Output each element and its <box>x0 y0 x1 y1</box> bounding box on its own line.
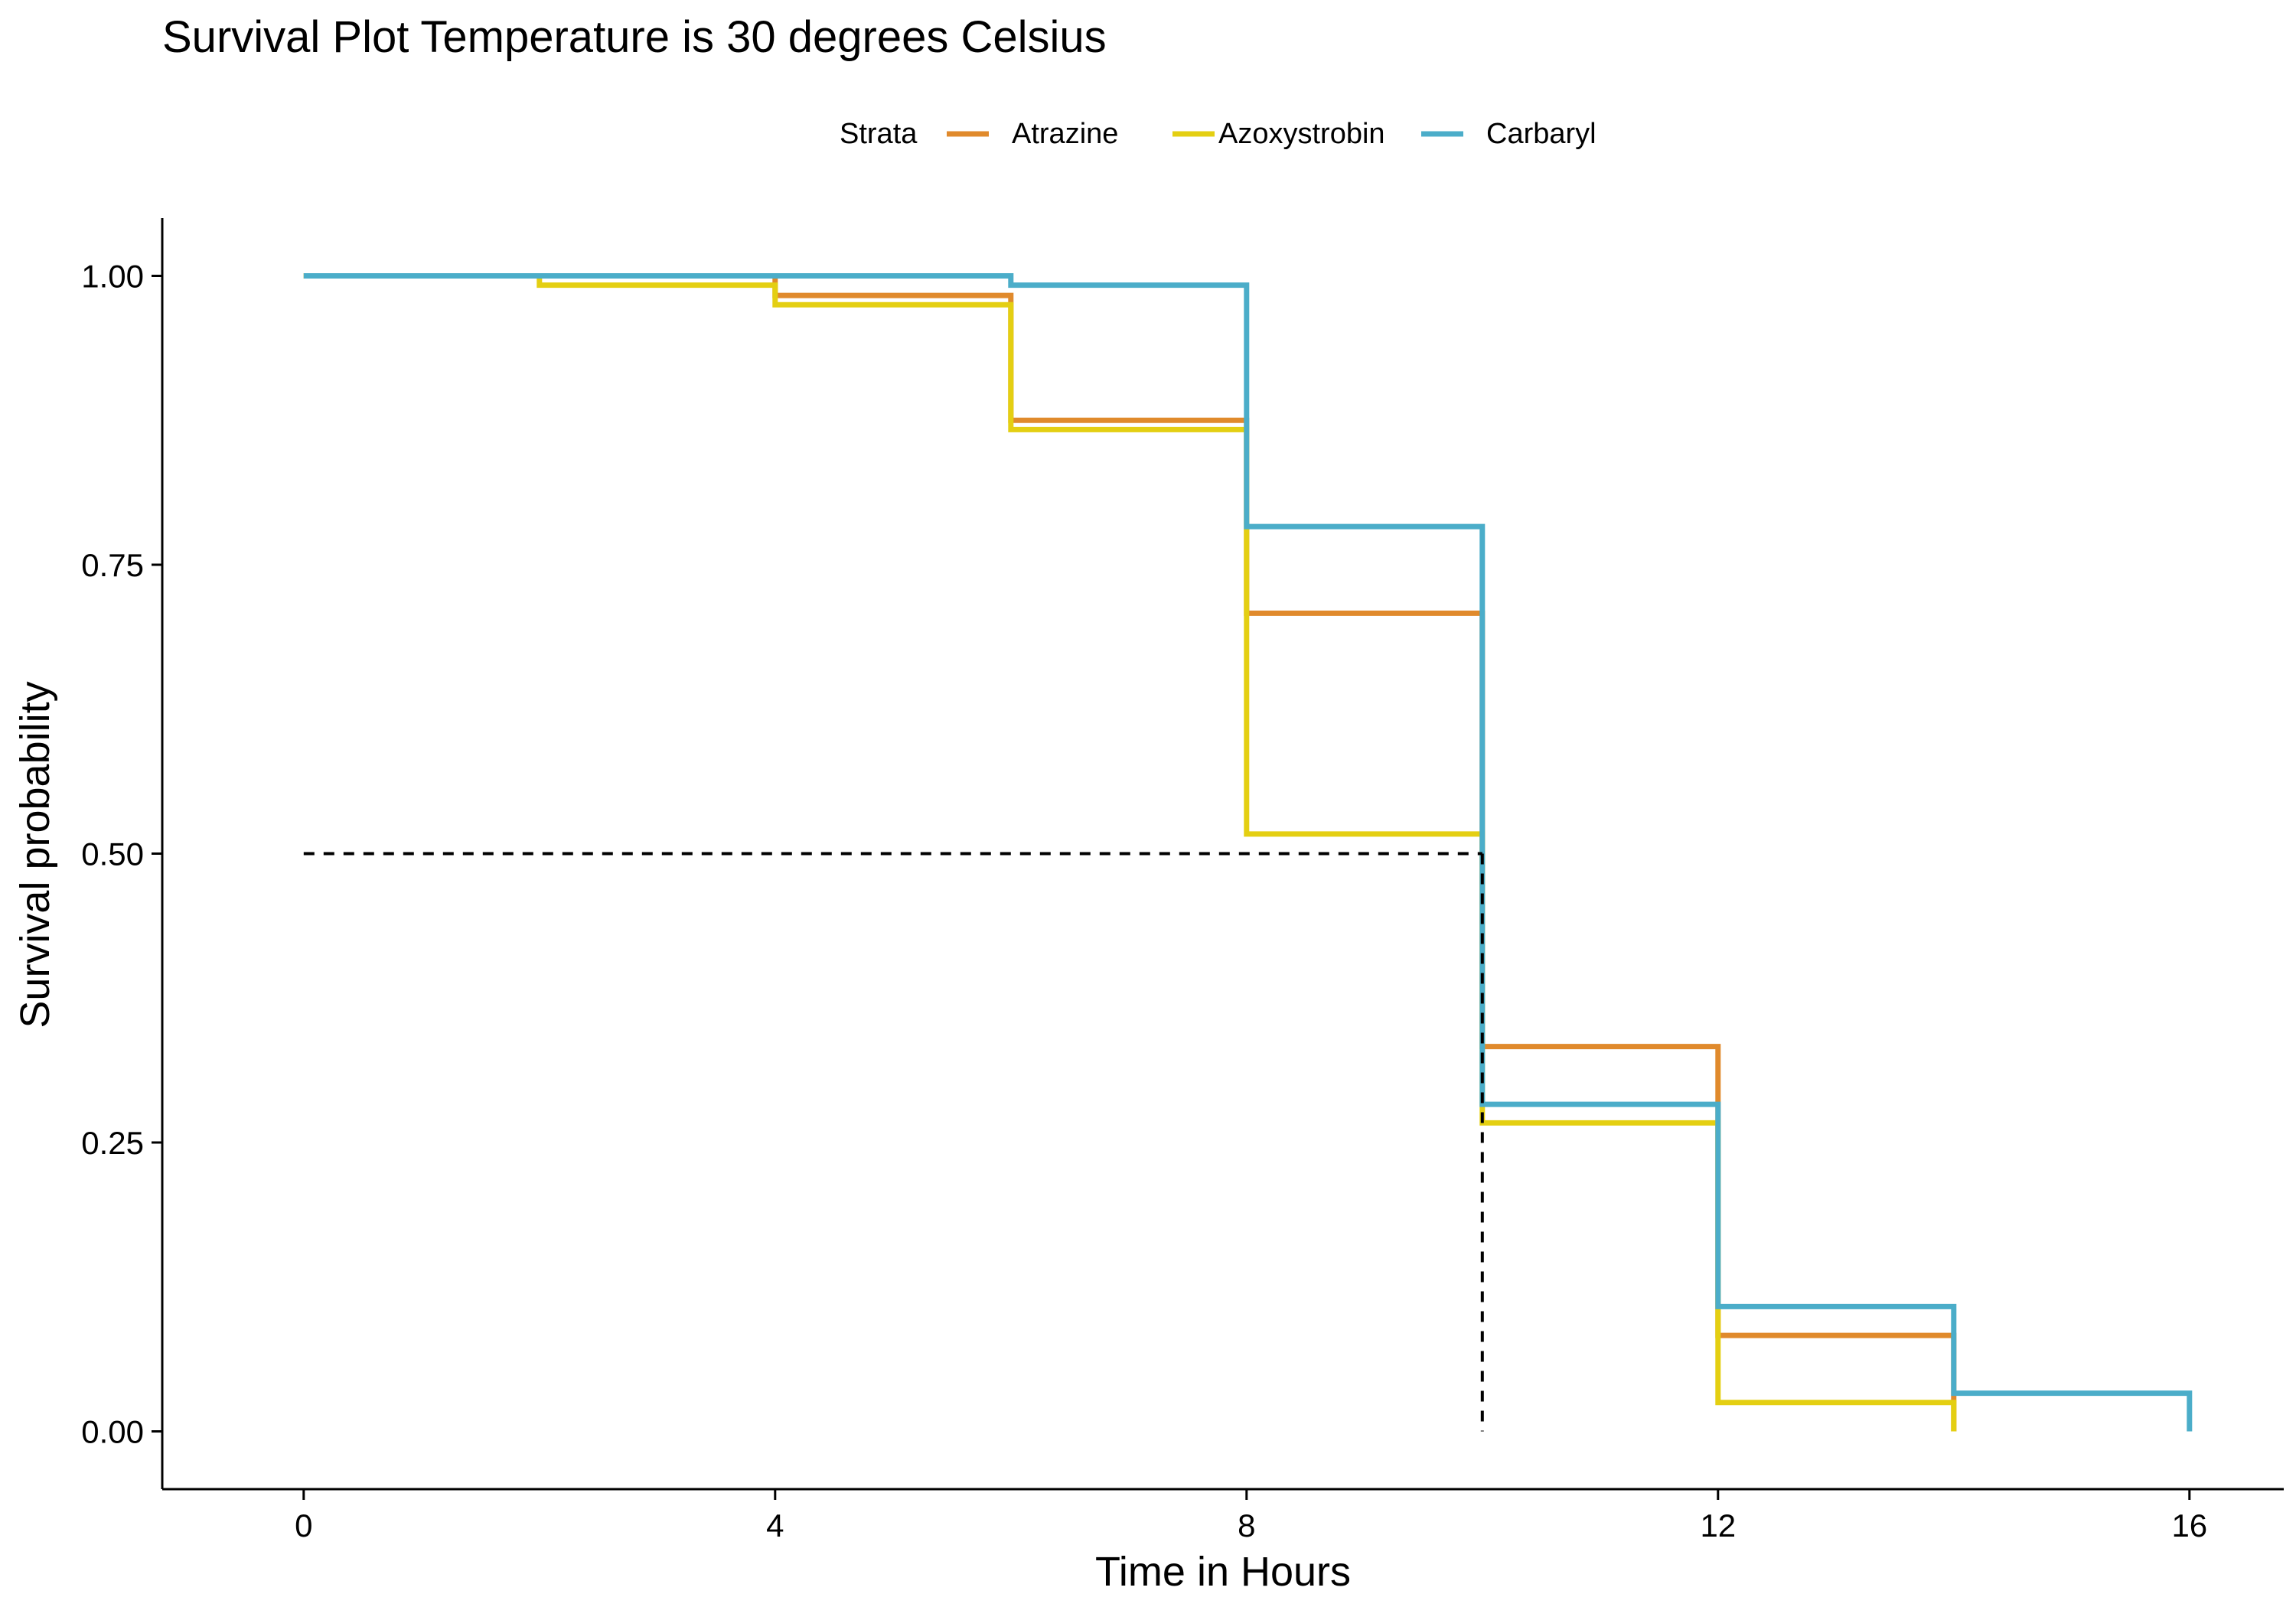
x-tick-label: 8 <box>1238 1508 1255 1543</box>
x-tick-label: 0 <box>295 1508 312 1543</box>
x-axis-ticks: 0 4 8 12 16 <box>295 1489 2207 1543</box>
series-layer <box>303 273 2193 1432</box>
y-tick-label: 0.25 <box>81 1125 144 1161</box>
chart-title: Survival Plot Temperature is 30 degrees … <box>162 12 1107 62</box>
y-tick-label: 0.75 <box>81 547 144 583</box>
x-axis-label: Time in Hours <box>1095 1549 1351 1595</box>
y-tick-label: 1.00 <box>81 259 144 295</box>
x-tick-label: 12 <box>1700 1508 1736 1543</box>
y-tick-label: 0.00 <box>81 1414 144 1450</box>
legend-label-carbaryl: Carbaryl <box>1486 118 1596 150</box>
y-axis-ticks: 0.00 0.25 0.50 0.75 1.00 <box>81 259 162 1450</box>
x-tick-label: 16 <box>2171 1508 2207 1543</box>
median-reference-lines <box>303 852 1484 1432</box>
legend-title: Strata <box>840 118 918 150</box>
y-axis-label: Survival probability <box>12 681 58 1028</box>
x-tick-label: 4 <box>766 1508 784 1543</box>
legend: Strata Atrazine Azoxystrobin Carbaryl <box>840 118 1596 150</box>
series-line-carbaryl <box>303 273 2193 1432</box>
y-tick-label: 0.50 <box>81 836 144 872</box>
legend-label-azoxystrobin: Azoxystrobin <box>1218 118 1385 150</box>
legend-label-atrazine: Atrazine <box>1012 118 1118 150</box>
